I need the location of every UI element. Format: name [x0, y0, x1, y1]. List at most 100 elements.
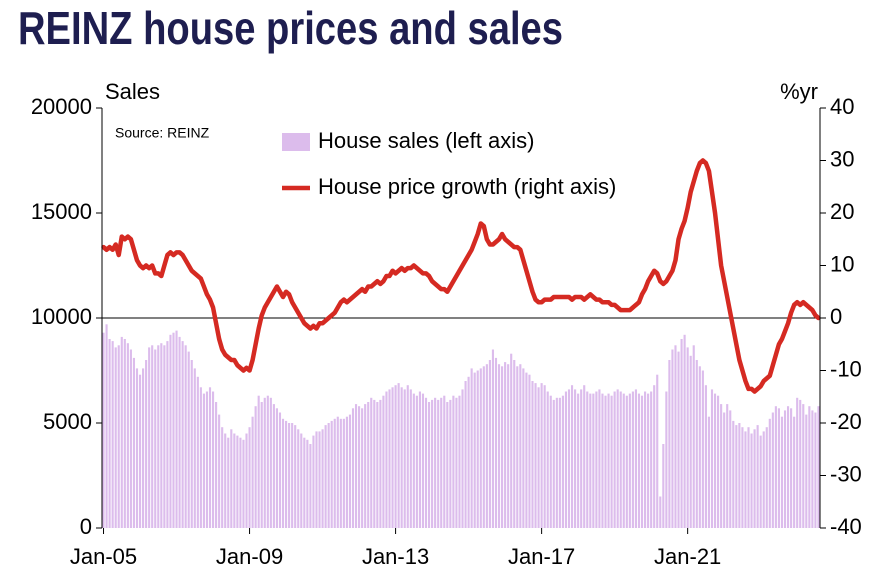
line	[101, 158, 821, 394]
bar	[717, 395, 720, 528]
bar	[297, 429, 300, 528]
bar	[698, 366, 701, 528]
bar	[446, 402, 449, 528]
bar	[634, 389, 638, 528]
bar	[160, 343, 163, 528]
bar	[528, 374, 531, 528]
bar	[184, 345, 187, 528]
bar	[777, 408, 780, 528]
bar	[361, 408, 364, 528]
bar	[254, 406, 257, 528]
bar	[741, 427, 744, 528]
y2-tick-label: -20	[830, 409, 862, 434]
y2-tick-label: 10	[830, 251, 854, 276]
bar	[291, 423, 294, 528]
bar	[476, 370, 479, 528]
bar	[726, 404, 729, 528]
bar	[358, 406, 361, 528]
bar	[485, 364, 488, 528]
bar	[683, 334, 686, 528]
bar	[278, 412, 282, 528]
bar	[236, 435, 239, 528]
bar	[543, 385, 546, 528]
bar	[257, 395, 260, 528]
bar	[640, 395, 644, 528]
bar	[704, 385, 707, 528]
bar	[510, 353, 513, 528]
bar	[732, 420, 735, 528]
bar	[610, 395, 613, 528]
bar	[458, 395, 461, 528]
bar	[814, 412, 817, 528]
bar	[796, 397, 799, 528]
bar	[613, 391, 616, 528]
x-tick-label: Jan-09	[216, 544, 283, 569]
bar	[269, 397, 272, 528]
bar	[367, 402, 370, 528]
bar	[561, 395, 564, 528]
bar	[221, 427, 224, 528]
bar	[111, 341, 114, 528]
bar	[434, 397, 437, 528]
bar	[616, 389, 619, 528]
bar	[336, 416, 339, 528]
bar	[817, 406, 820, 528]
bar	[619, 391, 622, 528]
bar	[653, 385, 656, 528]
bar	[427, 402, 431, 528]
bar	[129, 349, 132, 528]
bar	[811, 410, 814, 528]
bar	[373, 399, 376, 528]
bar	[172, 332, 175, 528]
source-note: Source: REINZ	[115, 125, 210, 141]
y2-tick-label: 40	[830, 94, 854, 119]
bar	[142, 368, 145, 528]
bar	[120, 336, 123, 528]
bar	[771, 412, 774, 528]
bar	[656, 374, 659, 528]
bar	[601, 393, 604, 528]
bar	[339, 418, 342, 528]
bar	[598, 389, 601, 528]
bar	[370, 397, 373, 528]
bar	[178, 336, 181, 528]
x-tick-label: Jan-17	[508, 544, 575, 569]
bar	[774, 406, 777, 528]
bar	[507, 364, 510, 528]
bar	[707, 416, 711, 528]
bar	[677, 351, 680, 528]
bar	[117, 345, 120, 528]
bar	[713, 393, 717, 528]
bar	[735, 425, 738, 528]
bar	[650, 391, 653, 528]
bar	[230, 429, 233, 528]
bar	[275, 408, 279, 528]
bar	[211, 391, 215, 528]
bar	[546, 391, 549, 528]
bar	[421, 393, 425, 528]
bar	[190, 360, 193, 528]
bar	[455, 397, 458, 528]
y2-tick-label: -40	[830, 514, 862, 539]
bar	[522, 368, 525, 528]
bar	[391, 387, 394, 528]
bar	[689, 355, 692, 528]
bar	[643, 391, 647, 528]
bar	[625, 395, 628, 528]
bar	[564, 391, 568, 528]
bar	[662, 444, 665, 528]
bar	[327, 423, 330, 528]
bar	[218, 414, 221, 528]
bar	[330, 420, 333, 528]
bar	[376, 402, 379, 528]
bar	[692, 345, 695, 528]
bar	[260, 402, 263, 528]
bar	[187, 351, 190, 528]
bar	[382, 395, 385, 528]
bar	[482, 366, 485, 528]
y-tick-label: 10000	[31, 304, 92, 329]
bar	[309, 444, 312, 528]
bar	[744, 431, 747, 528]
bar	[628, 393, 631, 528]
bar	[574, 389, 577, 528]
